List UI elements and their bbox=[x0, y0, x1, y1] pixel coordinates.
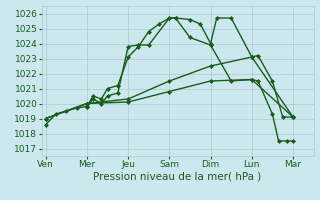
X-axis label: Pression niveau de la mer( hPa ): Pression niveau de la mer( hPa ) bbox=[93, 172, 262, 182]
